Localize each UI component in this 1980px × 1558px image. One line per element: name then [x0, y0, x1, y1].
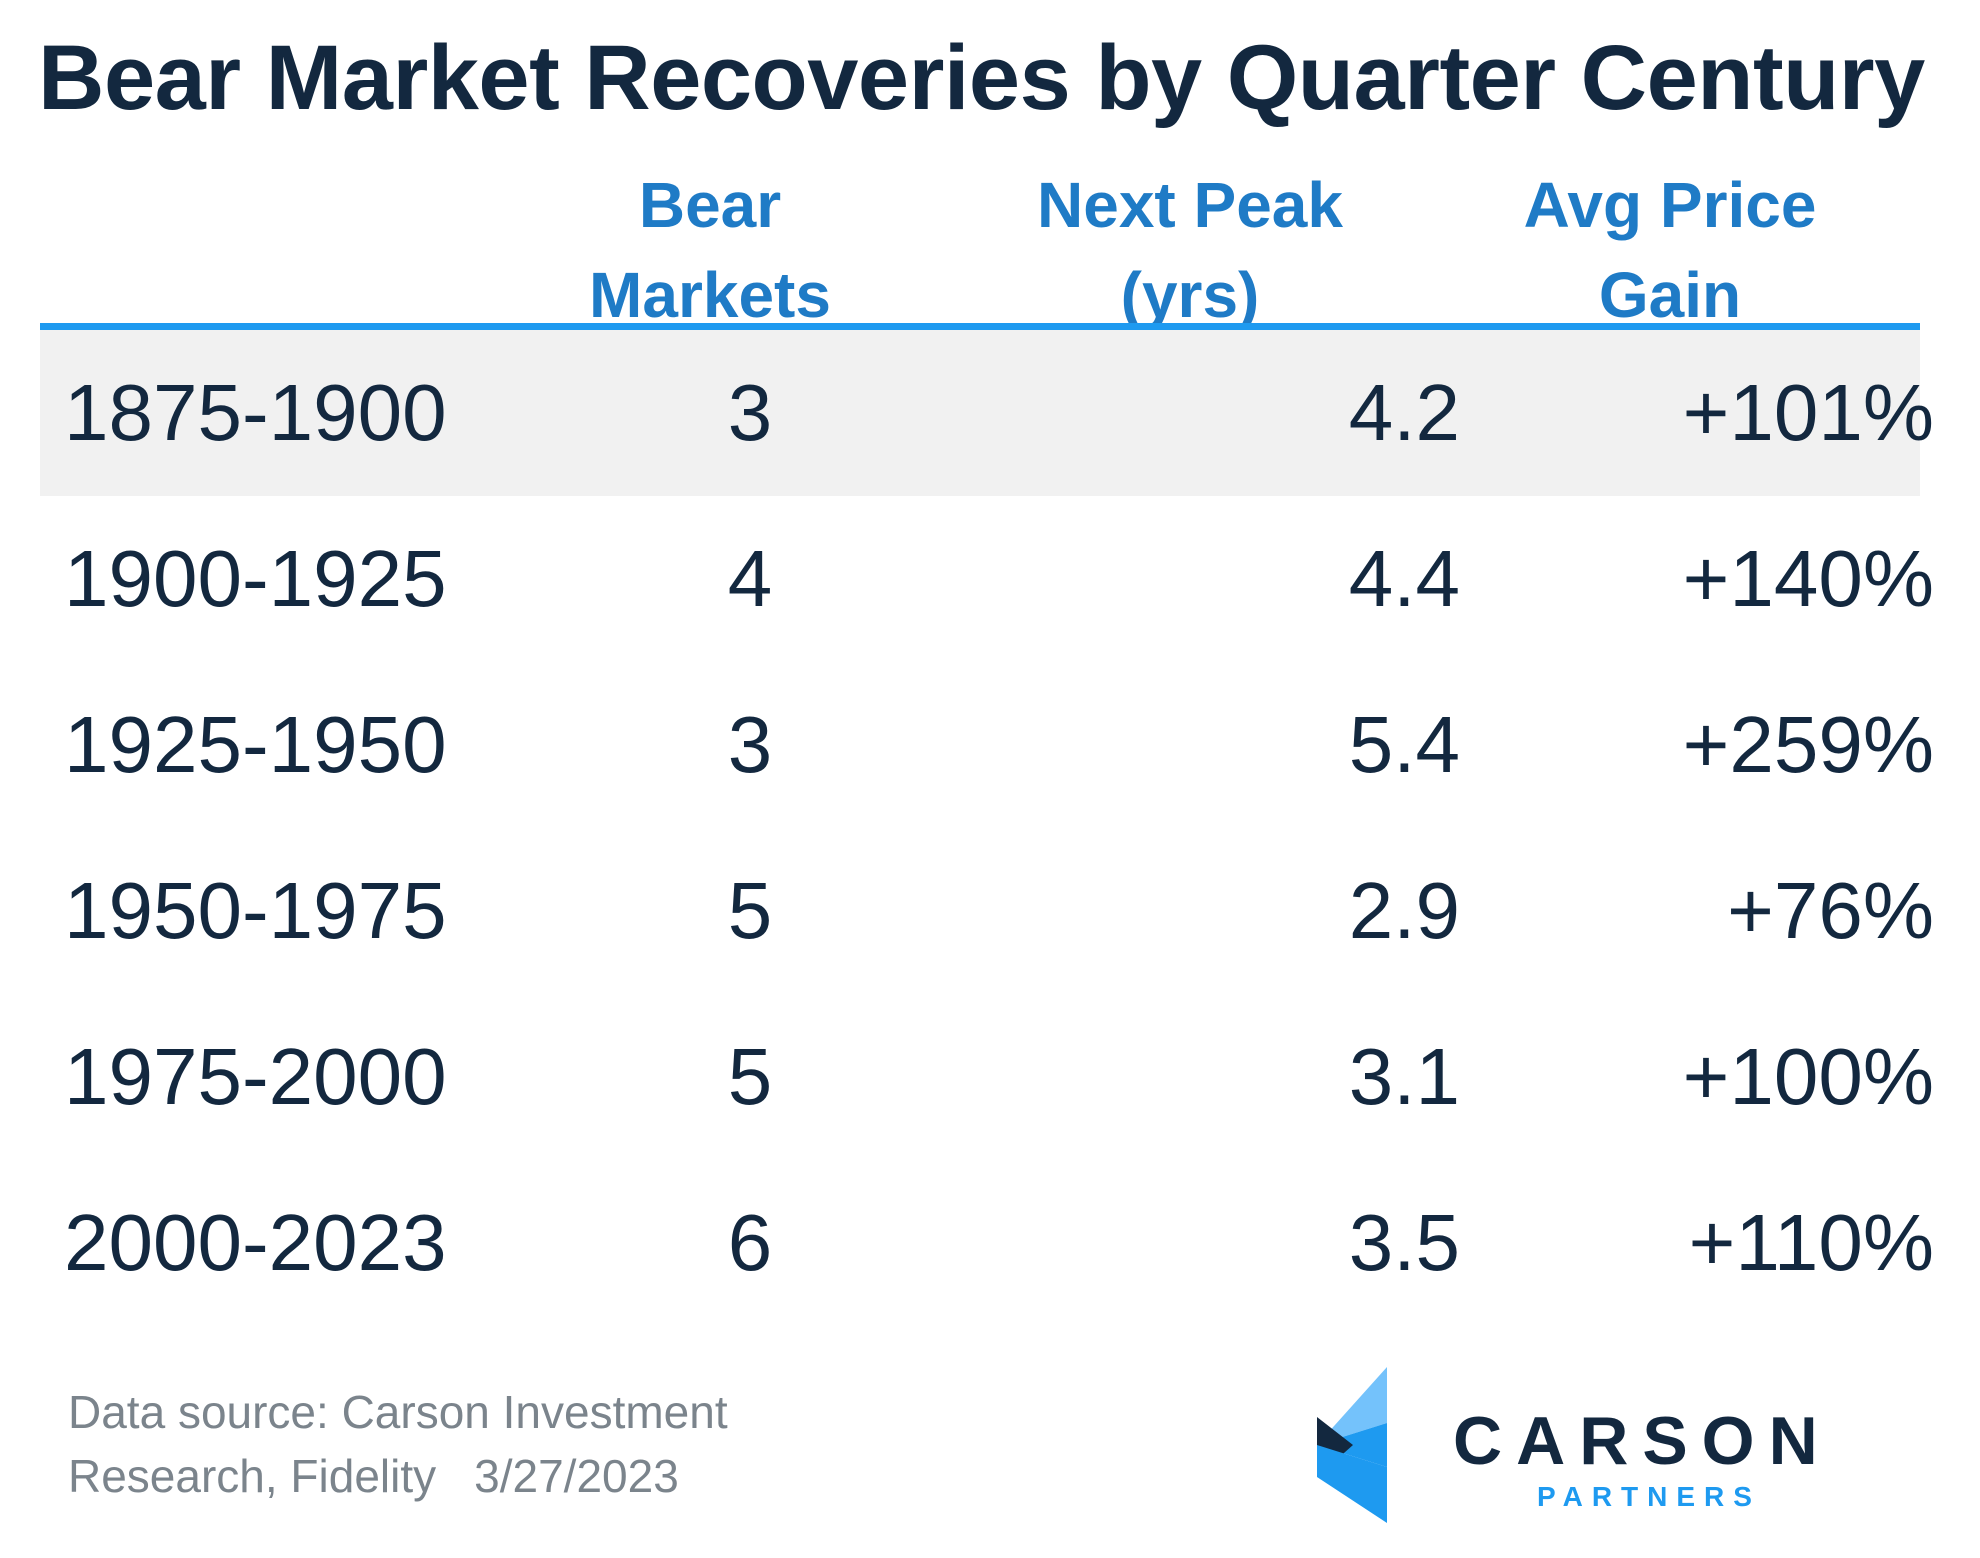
bear-markets-cell: 6 [727, 1198, 773, 1287]
table-header: Bear Markets Next Peak (yrs) Avg Price G… [40, 160, 1920, 331]
source-date: 3/27/2023 [474, 1450, 679, 1502]
avg-gain-cell: +101% [1682, 368, 1934, 457]
data-source-note: Data source: Carson Investment Research,… [68, 1380, 728, 1508]
source-line1: Data source: Carson Investment [68, 1386, 728, 1438]
period-cell: 1975-2000 [64, 1032, 447, 1121]
next-peak-cell: 3.5 [1348, 1198, 1460, 1287]
logo-brand-text: CARSON [1453, 1403, 1832, 1479]
next-peak-cell: 3.1 [1348, 1032, 1460, 1121]
header-gain-line2: Gain [1598, 259, 1742, 331]
carson-partners-logo: CARSON PARTNERS [1295, 1365, 1895, 1525]
next-peak-cell: 4.4 [1348, 534, 1460, 623]
avg-gain-cell: +110% [1688, 1198, 1934, 1287]
table-row: 1875-1900 3 4.2 +101% [40, 330, 1934, 496]
header-rule [40, 323, 1920, 330]
next-peak-cell: 4.2 [1348, 368, 1460, 457]
header-bear-line2: Markets [589, 259, 831, 331]
recovery-table: Bear Markets Next Peak (yrs) Avg Price G… [40, 160, 1934, 1287]
header-peak-line1: Next Peak [1037, 169, 1343, 241]
table-row: 1975-2000 5 3.1 +100% [40, 994, 1934, 1160]
table-row: 1900-1925 4 4.4 +140% [40, 496, 1934, 662]
table-row: 2000-2023 6 3.5 +110% [40, 1160, 1934, 1326]
period-cell: 1875-1900 [64, 368, 447, 457]
table-row: 1950-1975 5 2.9 +76% [40, 828, 1934, 994]
source-line2-text: Research, Fidelity [68, 1450, 437, 1502]
bear-markets-cell: 3 [727, 368, 773, 457]
avg-gain-cell: +259% [1682, 700, 1934, 789]
header-bear-line1: Bear [638, 169, 782, 241]
table-body: 1875-1900 3 4.2 +101% 1900-1925 4 4.4 +1… [40, 330, 1934, 1326]
chart-title: Bear Market Recoveries by Quarter Centur… [38, 27, 1925, 129]
period-cell: 2000-2023 [64, 1198, 447, 1287]
header-peak-line2: (yrs) [1120, 259, 1260, 331]
period-cell: 1925-1950 [64, 700, 447, 789]
carson-chevron-icon [1317, 1367, 1387, 1523]
avg-gain-cell: +76% [1727, 866, 1934, 955]
next-peak-cell: 5.4 [1348, 700, 1460, 789]
table-row: 1925-1950 3 5.4 +259% [40, 662, 1934, 828]
period-cell: 1950-1975 [64, 866, 447, 955]
header-bear-markets: Bear Markets [510, 160, 910, 340]
logo-sub-text: PARTNERS [1537, 1481, 1761, 1512]
header-next-peak: Next Peak (yrs) [980, 160, 1400, 340]
bear-markets-cell: 5 [727, 866, 773, 955]
avg-gain-cell: +140% [1682, 534, 1934, 623]
header-avg-price-gain: Avg Price Gain [1460, 160, 1880, 340]
header-gain-line1: Avg Price [1523, 169, 1817, 241]
bear-markets-cell: 3 [727, 700, 773, 789]
bear-markets-cell: 5 [727, 1032, 773, 1121]
avg-gain-cell: +100% [1682, 1032, 1934, 1121]
next-peak-cell: 2.9 [1348, 866, 1460, 955]
bear-markets-cell: 4 [727, 534, 773, 623]
source-line2: Research, Fidelity 3/27/2023 [68, 1444, 728, 1508]
period-cell: 1900-1925 [64, 534, 447, 623]
